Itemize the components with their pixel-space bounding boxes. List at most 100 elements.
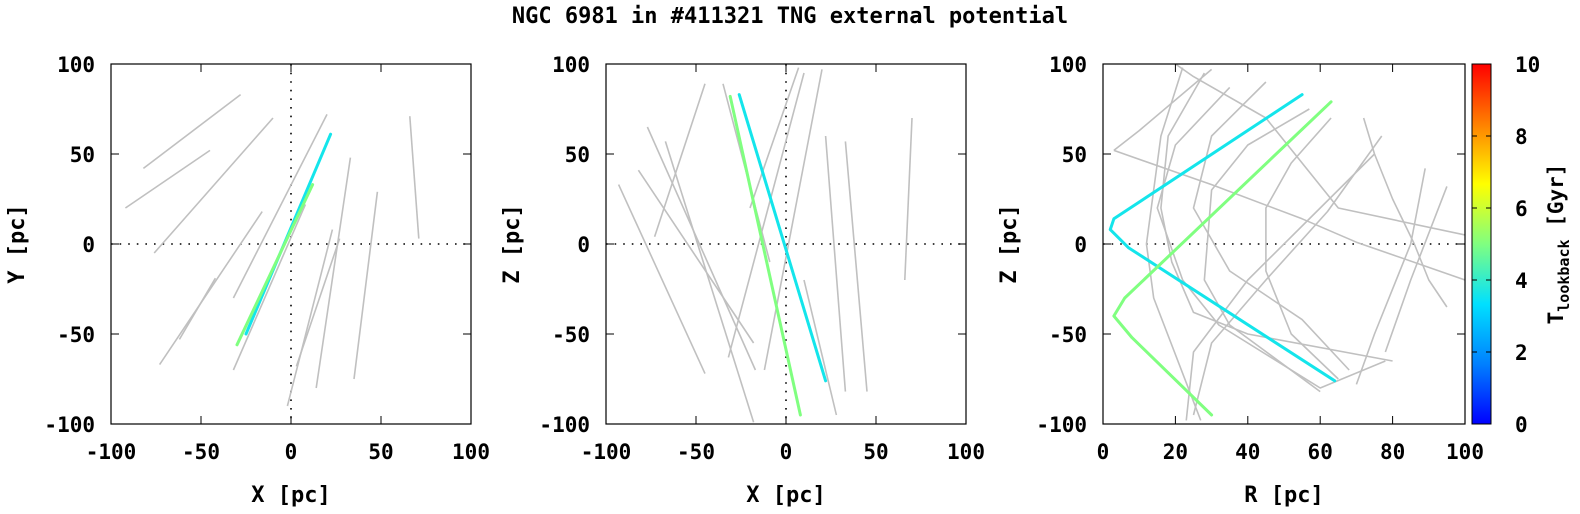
y-tick-label: 100 (1049, 53, 1087, 77)
y-tick-label: -50 (552, 323, 590, 347)
x-tick-label: 0 (285, 440, 298, 464)
y-tick-label: -50 (1049, 323, 1087, 347)
x-axis-label: X [pc] (251, 483, 330, 508)
x-axis-label: R [pc] (1244, 483, 1323, 508)
grey-track (1160, 72, 1393, 362)
grey-track (664, 141, 755, 423)
panel-xz: -100 -50 0 50 100 -100 -50 0 50 100 X [pc] Z [pc] (500, 53, 985, 508)
x-tick-label: 100 (452, 440, 490, 464)
x-tick-label: -100 (86, 440, 137, 464)
colorbar-label-unit: [Gyr] (1544, 164, 1568, 240)
grey-track (1185, 153, 1376, 421)
grey-track (295, 238, 341, 367)
grey-track (1203, 108, 1321, 393)
y-tick-label: 0 (577, 233, 590, 257)
x-tick-label: -50 (677, 440, 715, 464)
grey-track (1192, 135, 1383, 416)
colorbar-label-sub: lookback (1555, 239, 1573, 311)
grey-track (315, 157, 352, 389)
grey-track (617, 184, 706, 374)
x-tick-label: 0 (1097, 440, 1110, 464)
colorbar-label-main: T (1544, 312, 1568, 325)
grey-track (232, 114, 328, 299)
x-tick-label: 60 (1308, 440, 1333, 464)
grey-track (844, 141, 868, 392)
y-tick-label: -100 (44, 413, 95, 437)
grey-track (142, 93, 242, 170)
colorbar-tick-label: 8 (1515, 125, 1528, 149)
colored-track (1108, 93, 1337, 383)
grey-track (646, 126, 757, 371)
tracks (124, 93, 420, 407)
x-tick-label: -50 (182, 440, 220, 464)
grey-track (124, 149, 211, 209)
grey-track (1265, 117, 1339, 380)
grey-track (409, 116, 420, 239)
grey-track (232, 204, 307, 371)
x-axis-label: X [pc] (746, 483, 825, 508)
y-axis-label: Y [pc] (5, 204, 30, 283)
y-axis-label: Z [pc] (500, 204, 525, 283)
panel-rz: 0 20 40 60 80 100 -100 -50 0 50 100 R [pc] Z [pc] (997, 53, 1484, 508)
grey-track (1362, 117, 1448, 308)
tracks (617, 67, 913, 423)
x-tick-label: -100 (581, 440, 632, 464)
colorbar: 0 2 4 6 8 10 Tlookback [Gyr] (1471, 53, 1573, 437)
grey-track (904, 117, 913, 281)
colorbar-tick-label: 6 (1515, 197, 1528, 221)
y-tick-label: 50 (565, 143, 590, 167)
colorbar-gradient (1471, 63, 1492, 425)
grey-track (158, 211, 263, 366)
y-tick-label: 100 (552, 53, 590, 77)
colorbar-tick-label: 2 (1515, 341, 1528, 365)
grey-track (1355, 168, 1426, 385)
grey-track (1113, 68, 1213, 152)
panel-xy: -100 -50 0 50 100 -100 -50 0 50 100 X [pc] Y [pc] (5, 53, 490, 508)
grey-track (824, 135, 847, 392)
grey-track (803, 279, 838, 416)
colorbar-tick-label: 0 (1515, 413, 1528, 437)
colorbar-tick-label: 10 (1515, 53, 1540, 77)
grey-track (1113, 149, 1465, 281)
grey-track (153, 117, 274, 254)
grey-track (653, 83, 706, 238)
x-tick-label: 80 (1380, 440, 1405, 464)
grey-track (749, 67, 800, 209)
grey-track (178, 277, 217, 340)
tracks (1108, 64, 1465, 421)
colored-track (1112, 100, 1333, 417)
grey-track (727, 72, 805, 358)
x-tick-label: 0 (780, 440, 793, 464)
y-tick-label: 0 (82, 233, 95, 257)
x-tick-label: 100 (1446, 440, 1484, 464)
grey-track (763, 69, 823, 371)
grey-track (1384, 186, 1448, 353)
chart-title: NGC 6981 in #411321 TNG external potenti… (512, 4, 1068, 29)
plot-frame (110, 63, 472, 425)
colorbar-label: Tlookback [Gyr] (1544, 164, 1573, 325)
grey-track (353, 191, 379, 380)
y-tick-label: 100 (57, 53, 95, 77)
y-tick-label: -50 (57, 323, 95, 347)
grey-track (1156, 86, 1386, 389)
colored-track (737, 93, 828, 383)
colorbar-tick-label: 4 (1515, 269, 1528, 293)
grey-track (637, 169, 755, 344)
y-tick-label: 50 (70, 143, 95, 167)
x-tick-label: 100 (947, 440, 985, 464)
colored-track (728, 94, 802, 417)
y-tick-label: 50 (1062, 143, 1087, 167)
grey-track (1145, 67, 1202, 421)
y-tick-label: -100 (1036, 413, 1087, 437)
y-tick-label: -100 (539, 413, 590, 437)
y-tick-label: 0 (1074, 233, 1087, 257)
y-axis-label: Z [pc] (997, 204, 1022, 283)
colored-track (235, 183, 315, 347)
x-tick-label: 50 (368, 440, 393, 464)
grey-track (286, 229, 334, 407)
grey-track (1192, 81, 1350, 371)
x-tick-label: 20 (1163, 440, 1188, 464)
x-tick-label: 40 (1235, 440, 1260, 464)
x-tick-label: 50 (863, 440, 888, 464)
